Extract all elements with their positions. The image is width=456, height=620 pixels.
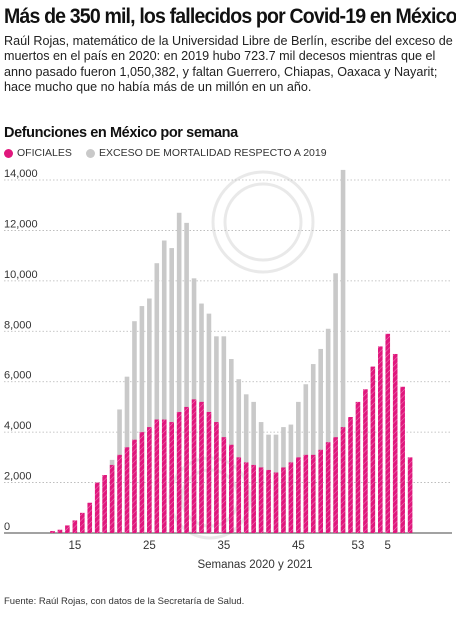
x-tick-label: 25 — [143, 540, 156, 552]
lede-paragraph: Raúl Rojas, matemático de la Universidad… — [4, 34, 453, 95]
bar-official — [214, 422, 219, 533]
bar-official — [310, 454, 316, 533]
y-tick-label: 12,000 — [4, 218, 38, 230]
x-tick-label: 5 — [385, 540, 391, 552]
legend-swatch-excess — [86, 148, 95, 158]
bar-excess — [176, 212, 182, 533]
bar-excess — [154, 263, 160, 533]
bar-excess — [132, 321, 137, 533]
bar-official — [191, 399, 197, 533]
y-tick-label: 2,000 — [4, 471, 32, 483]
bar-official — [266, 469, 271, 533]
bar-official — [206, 411, 212, 533]
source-note: Fuente: Raúl Rojas, con datos de la Secr… — [4, 596, 245, 607]
bar-official — [184, 406, 189, 533]
chart-title: Defunciones en México por semana — [4, 125, 238, 141]
bar-official — [363, 389, 368, 533]
bar-excess — [161, 240, 167, 533]
y-tick-label: 4,000 — [4, 420, 32, 432]
bar-official — [161, 419, 167, 533]
bar-official — [72, 520, 78, 533]
bar-official — [325, 442, 331, 533]
bar-official — [139, 432, 145, 533]
bar-official — [273, 472, 279, 533]
bar-official — [102, 475, 107, 533]
bar-official — [229, 444, 234, 533]
bar-official — [236, 457, 242, 533]
bar-official — [124, 447, 130, 533]
weekly-deaths-chart: 02,0004,0006,0008,00010,00012,00014,000 … — [4, 168, 452, 571]
bar-official — [87, 502, 93, 533]
bar-official — [392, 353, 398, 533]
bar-excess — [236, 379, 242, 533]
bar-official — [348, 417, 353, 533]
x-axis-title: Semanas 2020 y 2021 — [197, 559, 312, 571]
bar-official — [407, 457, 413, 533]
x-tick-label: 45 — [292, 540, 305, 552]
bar-official — [251, 464, 256, 533]
bar-excess — [340, 169, 346, 533]
bar-official — [147, 427, 152, 533]
bar-official — [288, 462, 294, 533]
legend-item-excess: EXCESO DE MORTALIDAD RESPECTO A 2019 — [86, 147, 327, 159]
bar-official — [318, 449, 323, 533]
bar-official — [243, 462, 249, 533]
bar-excess — [318, 348, 323, 533]
bar-official — [281, 467, 286, 533]
legend-item-official: OFICIALES — [4, 147, 72, 159]
bar-excess — [221, 336, 227, 533]
legend-label-official: OFICIALES — [17, 147, 72, 159]
bar-official — [400, 386, 405, 533]
bar-excess — [310, 364, 316, 533]
bar-official — [340, 427, 346, 533]
bar-official — [57, 529, 63, 533]
bar-official — [355, 401, 361, 533]
bar-official — [296, 457, 301, 533]
x-tick-label: 53 — [352, 540, 365, 552]
bar-official — [80, 512, 85, 533]
bar-official — [109, 464, 115, 533]
bar-official — [333, 437, 338, 533]
y-tick-label: 0 — [4, 521, 10, 533]
bar-official — [199, 401, 204, 533]
legend-label-excess: EXCESO DE MORTALIDAD RESPECTO A 2019 — [99, 147, 327, 159]
bar-excess — [184, 222, 189, 533]
y-tick-label: 14,000 — [4, 168, 38, 180]
bar-official — [169, 422, 174, 533]
x-tick-label: 15 — [68, 540, 81, 552]
bar-official — [65, 525, 70, 533]
bar-official — [378, 346, 383, 533]
bar-official — [385, 333, 391, 533]
bar-excess — [139, 306, 145, 533]
bar-excess — [325, 328, 331, 533]
x-tick-label: 35 — [217, 540, 230, 552]
y-tick-label: 6,000 — [4, 370, 32, 382]
headline: Más de 350 mil, los fallecidos por Covid… — [4, 5, 456, 28]
y-tick-label: 10,000 — [4, 269, 38, 281]
bar-excess — [333, 273, 338, 533]
bar-official — [258, 467, 264, 533]
bar-official — [221, 437, 227, 533]
bar-official — [50, 530, 55, 533]
legend-swatch-official — [4, 148, 13, 158]
bar-official — [370, 366, 376, 533]
bar-official — [94, 482, 100, 533]
bar-official — [117, 454, 122, 533]
bar-official — [132, 439, 137, 533]
bar-excess — [147, 298, 152, 533]
y-tick-label: 8,000 — [4, 319, 32, 331]
bar-official — [303, 454, 309, 533]
bar-official — [176, 411, 182, 533]
bar-excess — [169, 248, 174, 533]
bar-official — [154, 419, 160, 533]
